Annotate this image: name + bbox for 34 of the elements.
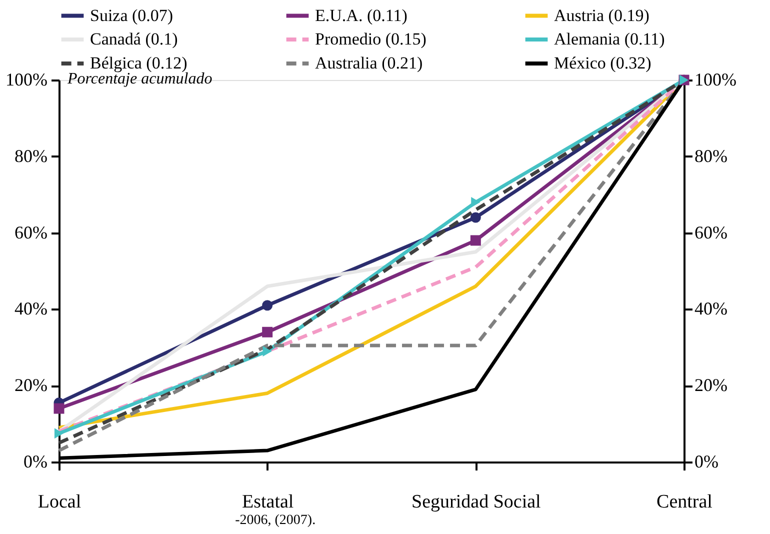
x-tick-label: Seguridad Social <box>412 492 541 512</box>
legend-label: México (0.32) <box>554 54 652 72</box>
legend-label: Canadá (0.1) <box>90 30 178 48</box>
y2-tick-label: 80% <box>694 146 728 166</box>
y2-tick-label: 100% <box>694 70 736 90</box>
x-tick-label: Central <box>656 492 712 512</box>
point <box>54 428 64 439</box>
point <box>471 196 480 208</box>
y-tick-label: 80% <box>14 146 48 166</box>
y-tick-label: 100% <box>6 70 48 90</box>
y2-tick-label: 60% <box>694 222 728 242</box>
x-tick-label: Local <box>38 492 82 512</box>
point <box>262 300 273 311</box>
y2-tick-label: 20% <box>694 375 728 396</box>
text: -2006, (2007). <box>235 513 316 528</box>
y-tick-label: 40% <box>14 298 48 319</box>
point <box>470 235 481 246</box>
point <box>470 212 481 223</box>
legend-label: Promedio (0.15) <box>315 30 426 48</box>
y-tick-label: 0% <box>24 452 48 472</box>
legend-label: Bélgica (0.12) <box>90 54 188 72</box>
legend-label: Alemania (0.11) <box>554 30 665 48</box>
point <box>54 403 64 414</box>
y-tick-label: 60% <box>14 222 48 242</box>
point <box>262 326 273 338</box>
y2-tick-label: 0% <box>694 452 718 472</box>
legend-label: E.U.A. (0.11) <box>315 6 408 25</box>
x-tick-label: Estatal <box>242 492 294 512</box>
legend-label: Suiza (0.07) <box>90 6 174 25</box>
point <box>262 346 272 356</box>
y-tick-label: 20% <box>14 375 48 396</box>
legend-label: Australia (0.21) <box>315 54 423 72</box>
legend-label: Austria (0.19) <box>554 6 650 25</box>
y2-tick-label: 40% <box>694 298 728 319</box>
